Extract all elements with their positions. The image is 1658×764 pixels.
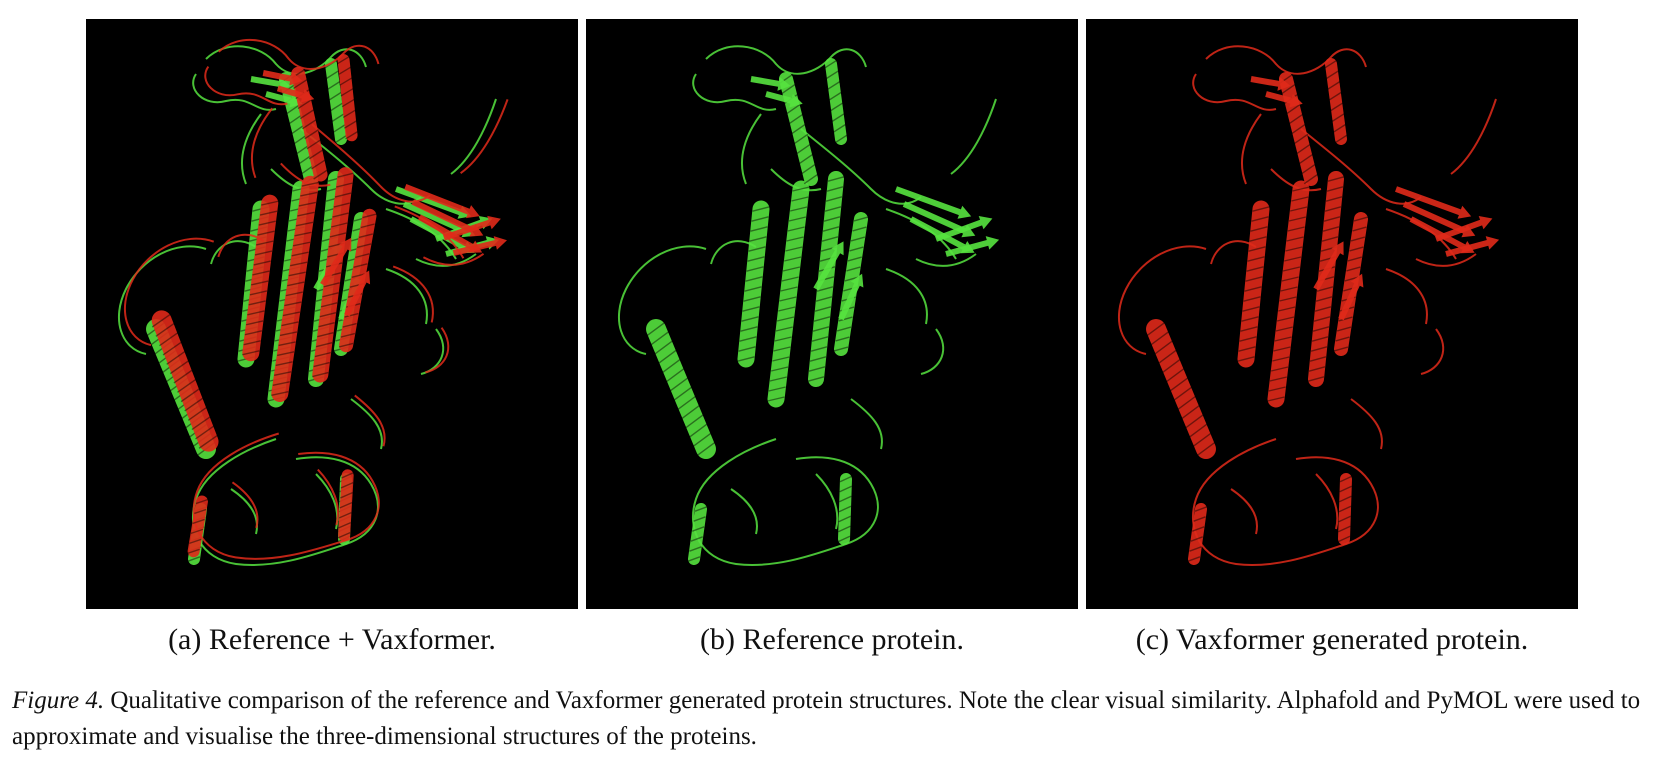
subcaption-a: (a) Reference + Vaxformer. [168,623,496,656]
panel-c-structure-image [1086,19,1578,609]
figure-label: Figure 4. [12,687,105,714]
protein-overlay-render [117,38,509,566]
panel-a-structure-image [86,19,578,609]
figure-caption-text: Qualitative comparison of the reference … [12,687,1641,750]
figure-caption: Figure 4. Qualitative comparison of the … [12,683,1652,755]
vaxformer-protein-render [1117,45,1500,566]
reference-protein-render [617,45,1000,566]
subcaption-c: (c) Vaxformer generated protein. [1135,623,1529,656]
panel-b-structure-image [586,19,1078,609]
subcaption-b: (b) Reference protein. [699,623,965,656]
